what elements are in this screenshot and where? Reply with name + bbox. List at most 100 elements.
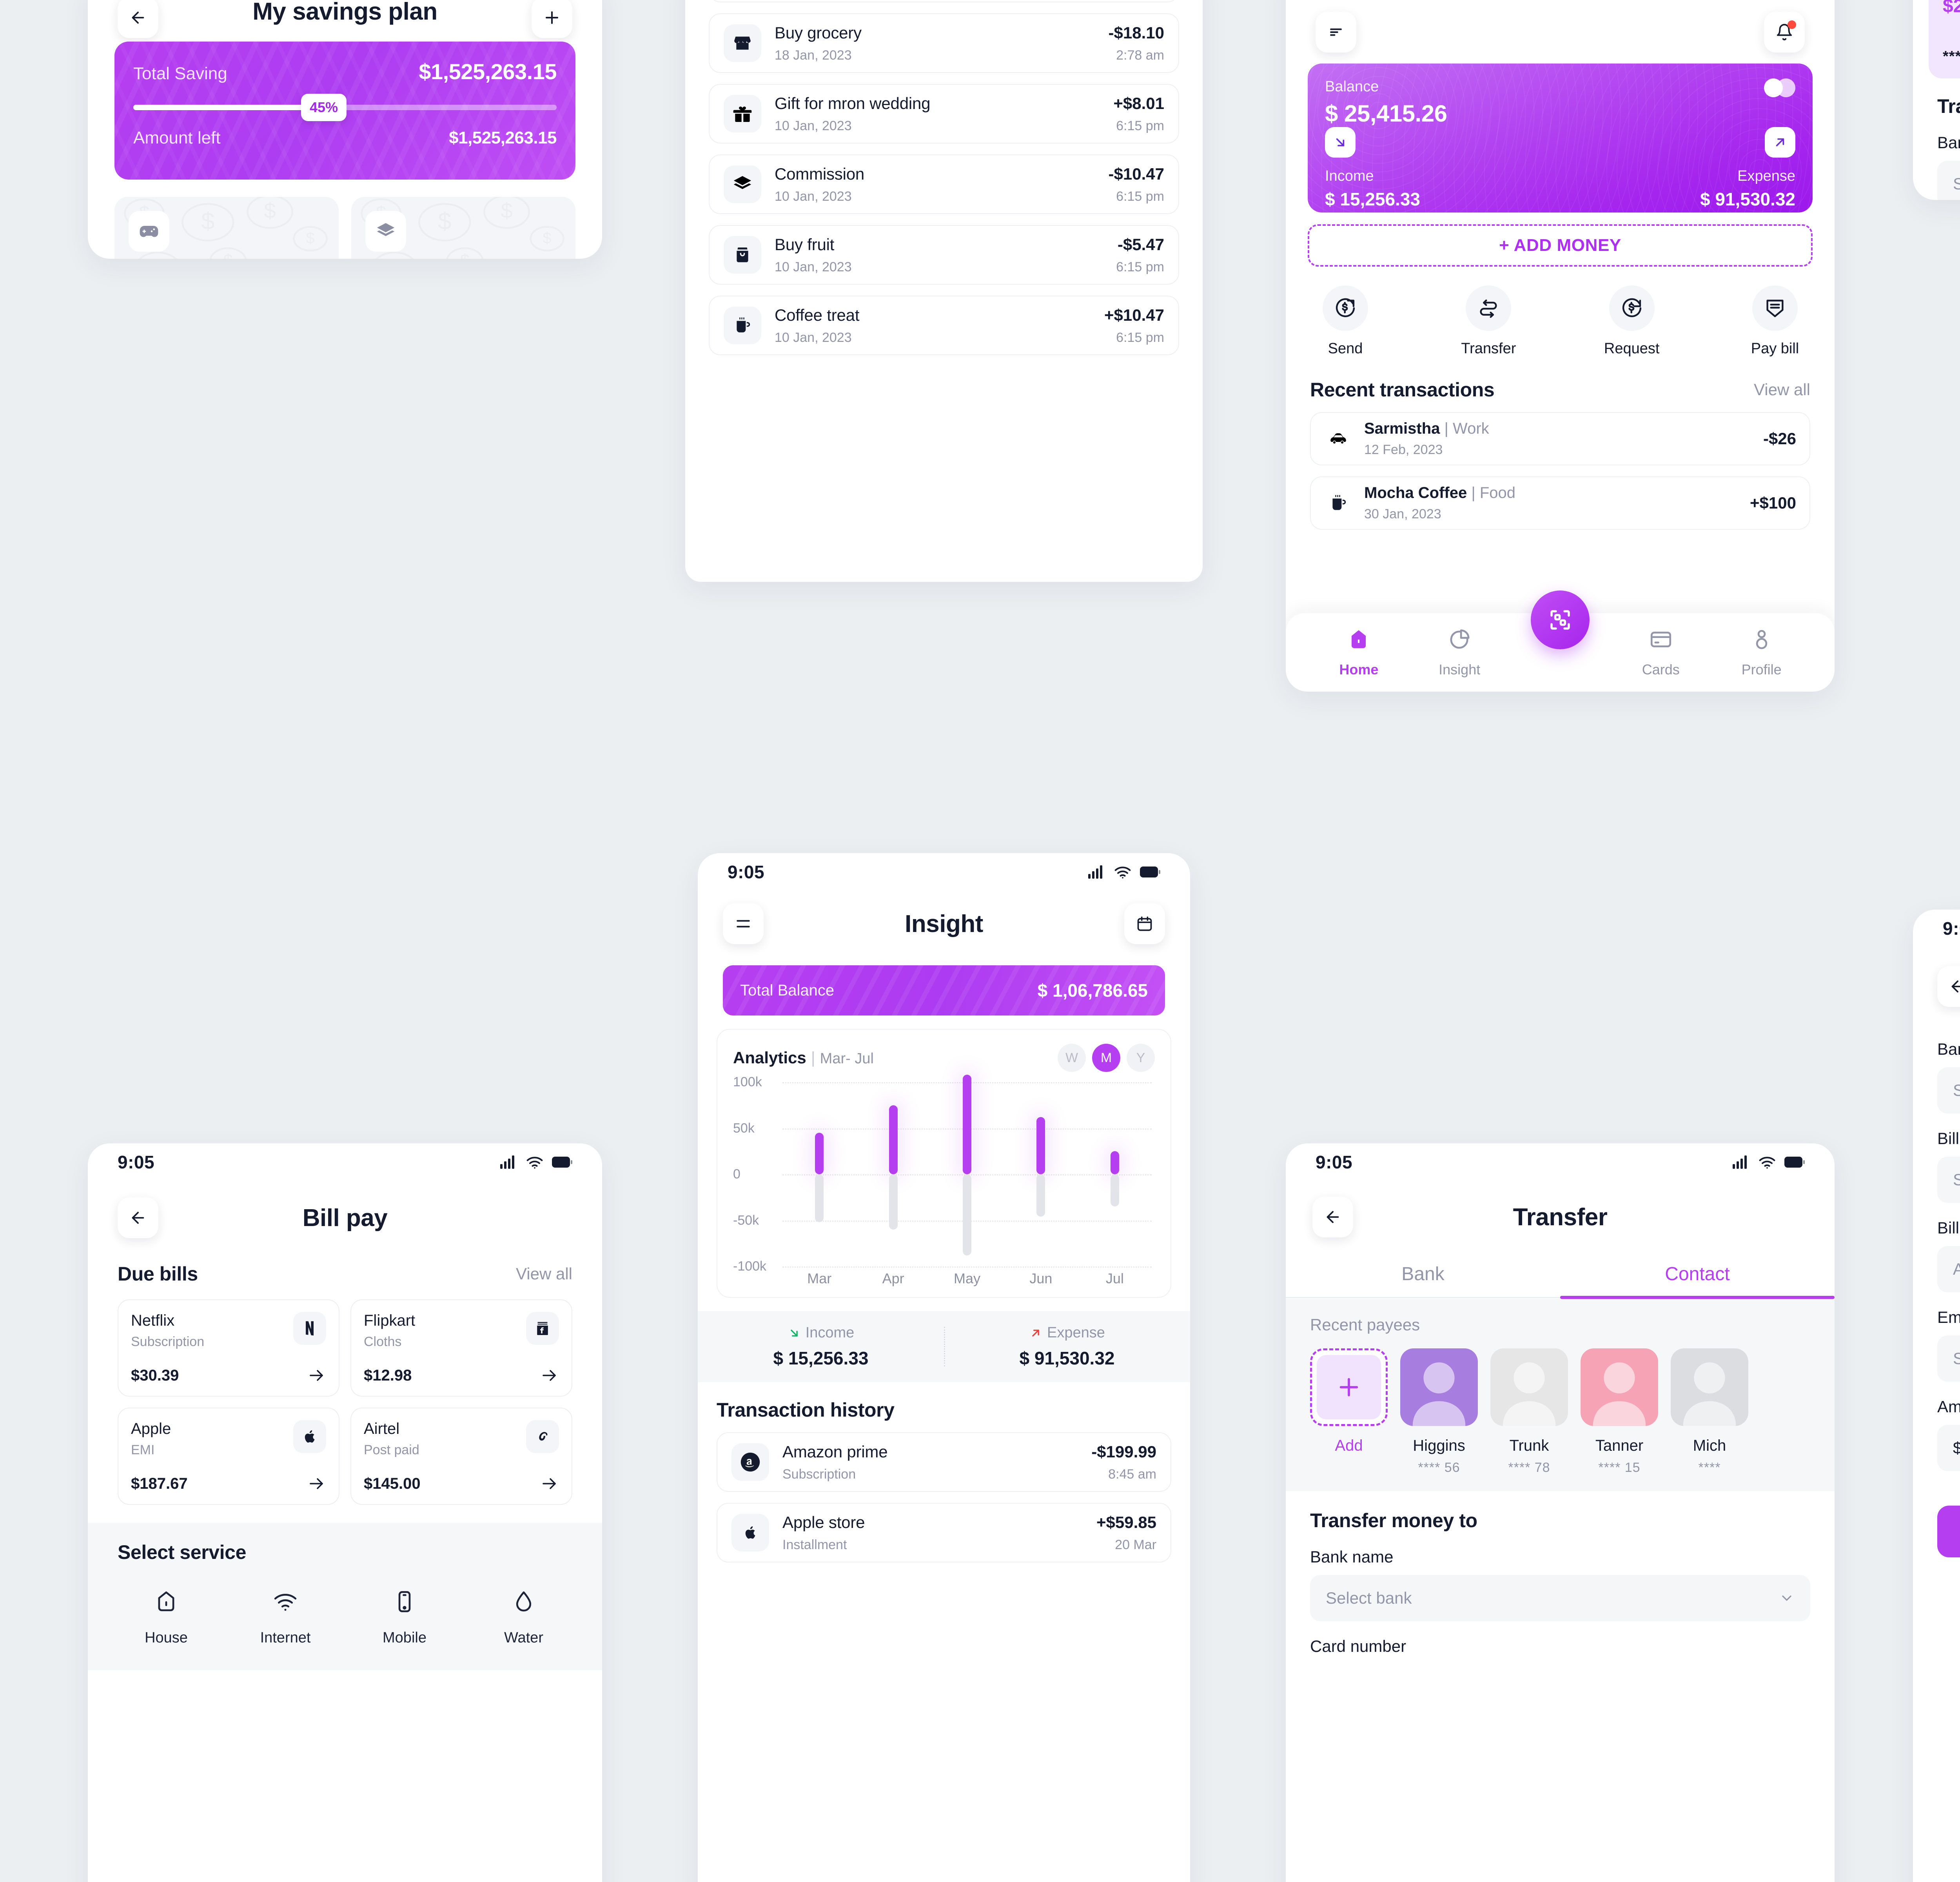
bag-icon [724, 236, 761, 274]
transaction-date: 10 Jan, 2023 [775, 189, 852, 204]
bill-card[interactable]: Flipkart Cloths $12.98 [350, 1299, 572, 1397]
view-all-link[interactable]: View all [1754, 380, 1810, 399]
savings-goal-card[interactable]: $$$$$$$$$$$$$ Education Amount left $452… [351, 197, 575, 259]
tab-bank[interactable]: Bank [1401, 1264, 1445, 1284]
back-button[interactable] [1312, 1197, 1353, 1237]
payee-avatar[interactable] [1671, 1348, 1748, 1426]
make-a-payment-screen: 9:05 Make a payment Bank name Select ban… [1913, 910, 1960, 1882]
notification-badge [1788, 20, 1796, 29]
wifi-icon [526, 1157, 543, 1169]
savings-progress-slider[interactable]: 45% [133, 94, 557, 121]
bill-pay-to-select[interactable]: Select provider [1937, 1157, 1960, 1203]
tab-profile[interactable]: Profile [1711, 627, 1812, 678]
action-transfer[interactable]: Transfer [1453, 285, 1524, 357]
billpay-navbar: Bill pay [88, 1190, 602, 1245]
chart-x-axis: Mar Apr May Jun Jul [782, 1270, 1155, 1287]
back-button[interactable] [118, 1197, 158, 1238]
service-item[interactable]: Mobile [365, 1590, 444, 1646]
chart-x-tick: May [954, 1270, 981, 1286]
pay-submit-button[interactable]: Pay ($25.65) [1937, 1506, 1960, 1557]
savings-progress-value[interactable]: 45% [301, 94, 347, 121]
menu-button[interactable] [723, 903, 764, 944]
view-all-link[interactable]: View all [516, 1264, 572, 1283]
recent-payees-list[interactable]: Add Higgins **** 56 Trunk **** 78 Tanner… [1286, 1334, 1835, 1475]
transaction-row[interactable]: Buy grocery 18 Jan, 2023 -$18.10 2:78 am [709, 13, 1179, 73]
menu-button[interactable] [1316, 12, 1356, 53]
form-title: Transfer money to [1937, 95, 1960, 117]
back-button[interactable] [1937, 966, 1960, 1007]
email-invoice-select[interactable]: Select mail id [1937, 1335, 1960, 1382]
action-request[interactable]: Request [1597, 285, 1667, 357]
transfer-money-screen: Balance $25,263.36 **** **** **** 2563 B… [1913, 0, 1960, 200]
action-pay bill[interactable]: Pay bill [1740, 285, 1810, 357]
add-money-button[interactable]: + ADD MONEY [1308, 224, 1813, 267]
tab-contact[interactable]: Contact [1665, 1264, 1730, 1284]
calendar-button[interactable] [1124, 903, 1165, 944]
qr-scan-button[interactable] [1531, 590, 1590, 649]
chart-bar-group [1078, 1082, 1152, 1266]
recent-transaction-row[interactable]: Sarmistha | Work 12 Feb, 2023 -$26 [1310, 412, 1810, 465]
tab-label: Insight [1439, 661, 1481, 678]
transaction-row[interactable]: Gift for mron wedding 10 Jan, 2023 +$8.0… [709, 84, 1179, 144]
back-button[interactable] [118, 0, 158, 38]
chart-bar-expense [889, 1174, 898, 1230]
service-list: House Internet Mobile Water [118, 1590, 572, 1646]
arrow-up-right-icon [1032, 1329, 1039, 1337]
payee-item[interactable]: Add [1310, 1348, 1388, 1475]
transaction-row[interactable]: Coffee treat 10 Jan, 2023 +$10.47 6:15 p… [709, 296, 1179, 355]
tab-insight[interactable]: Insight [1409, 627, 1510, 678]
bank-name-select[interactable]: Select bank [1937, 161, 1960, 200]
service-item[interactable]: House [127, 1590, 205, 1646]
add-payee-button[interactable] [1310, 1348, 1388, 1426]
source-card-selector[interactable]: Balance $25,263.36 **** **** **** 2563 B… [1913, 0, 1960, 78]
tab-cards[interactable]: Cards [1610, 627, 1711, 678]
action-send[interactable]: Send [1310, 285, 1381, 357]
savings-goal-card[interactable]: $$$$$$$$$$$$$ Gaming console Amount left… [114, 197, 339, 259]
history-row[interactable]: Apple store Installment +$59.85 20 Mar [717, 1503, 1171, 1562]
bill-card[interactable]: Netflix Subscription $30.39 [118, 1299, 339, 1397]
chart-x-tick: Apr [882, 1270, 904, 1286]
transaction-row[interactable]: 20 Feb, 2023 9:00 pm [709, 0, 1179, 2]
transaction-name: Buy grocery [775, 23, 862, 42]
bill-name: Apple [131, 1420, 171, 1437]
payee-avatar[interactable] [1490, 1348, 1568, 1426]
service-item[interactable]: Water [485, 1590, 563, 1646]
page-title: Insight [905, 910, 983, 937]
recent-name: Mocha Coffee [1364, 484, 1467, 501]
history-row[interactable]: Amazon prime Subscription -$199.99 8:45 … [717, 1432, 1171, 1492]
notifications-button[interactable] [1764, 12, 1805, 53]
service-item[interactable]: Internet [246, 1590, 325, 1646]
range-w[interactable]: W [1058, 1044, 1086, 1072]
range-y[interactable]: Y [1127, 1044, 1155, 1072]
payee-item[interactable]: Tanner **** 15 [1581, 1348, 1658, 1475]
recent-date: 30 Jan, 2023 [1364, 507, 1441, 521]
send-money-icon [1323, 285, 1368, 331]
select-service-section: Select service House Internet Mobile Wat… [88, 1523, 602, 1670]
tab-home[interactable]: Home [1308, 627, 1409, 678]
bill-serial-input[interactable]: Add serial number [1937, 1246, 1960, 1292]
payee-item[interactable]: Trunk **** 78 [1490, 1348, 1568, 1475]
amount-input[interactable]: $25.65 [1937, 1425, 1960, 1471]
page-title: My savings plan [252, 0, 437, 25]
recent-transaction-row[interactable]: Mocha Coffee | Food 30 Jan, 2023 +$100 [1310, 476, 1810, 530]
transaction-row[interactable]: Buy fruit 10 Jan, 2023 -$5.47 6:15 pm [709, 225, 1179, 285]
chart-y-tick: 50k [733, 1121, 755, 1135]
bill-card[interactable]: Airtel Post paid $145.00 [350, 1408, 572, 1505]
source-card[interactable]: Balance $25,263.36 **** **** **** 2563 [1929, 0, 1960, 78]
house-icon [154, 1590, 178, 1618]
bank-name-select[interactable]: Select bank [1310, 1575, 1810, 1621]
payee-avatar[interactable] [1400, 1348, 1478, 1426]
range-m[interactable]: M [1092, 1044, 1120, 1072]
add-button[interactable] [532, 0, 572, 38]
payee-item[interactable]: Mich **** [1671, 1348, 1748, 1475]
svg-text:$: $ [201, 208, 214, 235]
bank-name-select[interactable]: Select bank [1937, 1067, 1960, 1114]
bill-card[interactable]: Apple EMI $187.67 [118, 1408, 339, 1505]
payee-avatar[interactable] [1581, 1348, 1658, 1426]
analytics-range: Mar- Jul [820, 1050, 874, 1067]
transaction-row[interactable]: Commission 10 Jan, 2023 -$10.47 6:15 pm [709, 154, 1179, 214]
recent-category: Work [1453, 420, 1489, 437]
page-title: Transfer [1513, 1203, 1608, 1231]
payee-item[interactable]: Higgins **** 56 [1400, 1348, 1478, 1475]
